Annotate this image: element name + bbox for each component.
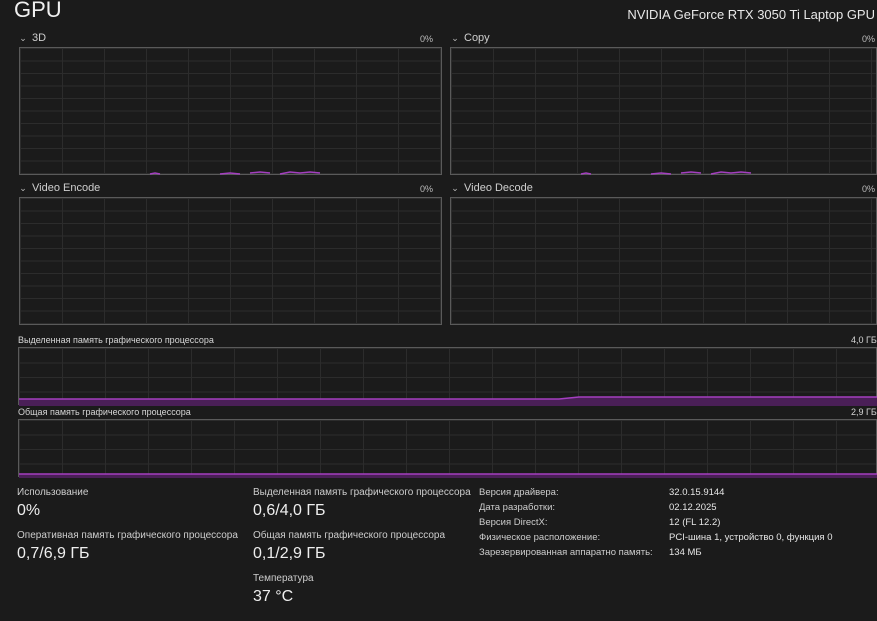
engine-selector-copy[interactable]: ⌄ Copy (450, 32, 490, 44)
directx-version-value: 12 (FL 12.2) (669, 517, 721, 528)
engine-selector-video-decode[interactable]: ⌄ Video Decode (450, 182, 533, 194)
shared-usage-value: 0,1/2,9 ГБ (253, 545, 326, 562)
chevron-down-icon[interactable]: ⌄ (451, 182, 459, 193)
temperature-label: Температура (253, 573, 314, 584)
gpu-ram-value: 0,7/6,9 ГБ (17, 545, 90, 562)
temperature-value: 37 °C (253, 588, 294, 605)
chevron-down-icon[interactable]: ⌄ (19, 32, 27, 43)
driver-version-value: 32.0.15.9144 (669, 487, 725, 498)
engine-label: Copy (464, 32, 490, 44)
shared-usage-label: Общая память графического процессора (253, 530, 446, 541)
dedicated-memory-max: 4,0 ГБ (851, 335, 877, 345)
utilization-label: Использование (17, 487, 89, 498)
page-title: GPU (14, 0, 62, 22)
device-name: NVIDIA GeForce RTX 3050 Ti Laptop GPU (627, 7, 875, 22)
dedicated-usage-value: 0,6/4,0 ГБ (253, 502, 326, 519)
graph-shared-memory (18, 419, 877, 478)
reserved-memory-key: Зарезервированная аппаратно память: (479, 547, 653, 558)
graph-shared-memory-line (19, 473, 877, 478)
directx-version-key: Версия DirectX: (479, 517, 548, 528)
shared-memory-label: Общая память графического процессора (18, 407, 191, 417)
utilization-value: 0% (17, 502, 41, 519)
engine-label: Video Decode (464, 182, 533, 194)
shared-memory-max: 2,9 ГБ (851, 407, 877, 417)
engine-percent: 0% (862, 34, 876, 44)
graph-video-encode (19, 197, 442, 325)
engine-selector-video-encode[interactable]: ⌄ Video Encode (18, 182, 100, 194)
driver-date-key: Дата разработки: (479, 502, 556, 513)
graph-3d (19, 47, 442, 175)
chevron-down-icon[interactable]: ⌄ (451, 32, 459, 43)
dedicated-memory-label: Выделенная память графического процессор… (18, 335, 214, 345)
graph-video-decode (450, 197, 877, 325)
physical-location-key: Физическое расположение: (479, 532, 601, 543)
graph-3d-line (149, 171, 321, 175)
graph-copy (450, 47, 877, 175)
reserved-memory-value: 134 МБ (669, 547, 702, 558)
physical-location-value: PCI-шина 1, устройство 0, функция 0 (669, 532, 833, 543)
driver-date-value: 02.12.2025 (669, 502, 717, 513)
engine-percent: 0% (420, 184, 434, 194)
graph-copy-line (580, 171, 752, 175)
engine-label: 3D (32, 32, 47, 44)
engine-selector-3d[interactable]: ⌄ 3D (18, 32, 46, 44)
gpu-ram-label: Оперативная память графического процессо… (17, 530, 238, 541)
graph-dedicated-memory (18, 347, 877, 406)
driver-version-key: Версия драйвера: (479, 487, 559, 498)
chevron-down-icon[interactable]: ⌄ (19, 182, 27, 193)
engine-percent: 0% (862, 184, 876, 194)
engine-label: Video Encode (32, 182, 101, 194)
engine-percent: 0% (420, 34, 434, 44)
graph-dedicated-memory-line (19, 396, 877, 406)
dedicated-usage-label: Выделенная память графического процессор… (253, 487, 471, 498)
